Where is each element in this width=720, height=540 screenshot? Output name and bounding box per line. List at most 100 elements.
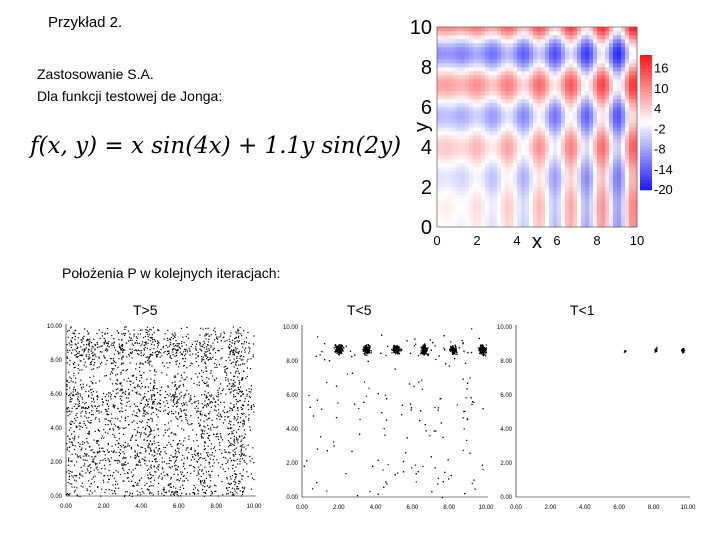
heatmap-cell bbox=[605, 43, 610, 48]
heatmap-cell bbox=[617, 135, 622, 140]
heatmap-cell bbox=[493, 187, 498, 192]
scatter-point bbox=[79, 384, 82, 386]
heatmap-cell bbox=[473, 147, 478, 152]
scatter-point bbox=[186, 404, 188, 406]
scatter-point bbox=[233, 459, 235, 461]
heatmap-cell bbox=[449, 167, 454, 172]
heatmap-cell bbox=[529, 199, 534, 204]
scatter-point bbox=[88, 354, 90, 356]
scatter-point bbox=[171, 395, 174, 397]
heatmap-cell bbox=[481, 171, 486, 176]
heatmap-cell bbox=[581, 179, 586, 184]
scatter-point bbox=[236, 486, 238, 488]
scatter-point bbox=[122, 451, 124, 453]
heatmap-cell bbox=[589, 115, 594, 120]
scatter-point bbox=[183, 395, 185, 397]
scatter-point bbox=[91, 342, 93, 344]
scatter-point bbox=[209, 480, 212, 482]
heatmap-cell bbox=[461, 67, 466, 72]
heatmap-cell bbox=[557, 71, 562, 76]
heatmap-cell bbox=[577, 167, 582, 172]
scatter-point bbox=[145, 329, 147, 331]
heatmap-cell bbox=[605, 63, 610, 68]
heatmap-cell bbox=[561, 135, 566, 140]
heatmap-cell bbox=[505, 63, 510, 68]
heatmap-cell bbox=[489, 151, 494, 156]
scatter-point bbox=[248, 346, 250, 348]
scatter-point bbox=[233, 424, 235, 426]
scatter-point bbox=[166, 393, 168, 396]
scatter-point bbox=[152, 394, 154, 396]
scatter-point bbox=[216, 414, 218, 416]
scatter-point bbox=[236, 400, 238, 402]
heatmap-cell bbox=[473, 43, 478, 48]
heatmap-cell bbox=[485, 139, 490, 144]
heatmap-cell bbox=[569, 115, 574, 120]
heatmap-cell bbox=[537, 151, 542, 156]
heatmap-cell bbox=[441, 103, 446, 108]
scatter-point bbox=[217, 338, 219, 340]
scatter-point bbox=[67, 447, 69, 449]
scatter-point bbox=[186, 458, 188, 460]
heatmap-cell bbox=[557, 179, 562, 184]
scatter-point bbox=[202, 407, 204, 409]
scatter-point bbox=[143, 372, 145, 374]
heatmap-cell bbox=[597, 215, 602, 220]
heatmap-cell bbox=[493, 111, 498, 116]
scatter-point bbox=[95, 467, 97, 469]
scatter-point bbox=[96, 395, 98, 397]
heatmap-cell bbox=[517, 79, 522, 84]
scatter-point bbox=[204, 442, 206, 444]
heatmap-cell bbox=[449, 175, 454, 180]
heatmap-cell bbox=[557, 159, 562, 164]
heatmap-cell bbox=[477, 27, 482, 32]
scatter-point bbox=[69, 344, 71, 346]
scatter-point bbox=[71, 486, 73, 488]
scatter-point bbox=[142, 491, 144, 493]
heatmap-cell bbox=[625, 111, 630, 116]
heatmap-cell bbox=[465, 67, 470, 72]
heatmap-cell bbox=[541, 27, 546, 32]
heatmap-cell bbox=[537, 187, 542, 192]
heatmap-cell bbox=[461, 223, 466, 228]
heatmap-cell bbox=[545, 171, 550, 176]
scatter-point bbox=[83, 335, 85, 337]
scatter-point bbox=[130, 471, 132, 473]
scatter-point bbox=[146, 333, 148, 335]
heatmap-cell bbox=[509, 75, 514, 80]
scatter-point bbox=[182, 484, 184, 486]
heatmap-cell bbox=[625, 143, 630, 148]
scatter-point bbox=[135, 464, 137, 466]
heatmap-cell bbox=[561, 191, 566, 196]
heatmap-cell bbox=[437, 51, 442, 56]
heatmap-cell bbox=[457, 43, 462, 48]
heatmap-cell bbox=[509, 179, 514, 184]
heatmap-cell bbox=[581, 143, 586, 148]
heatmap-cell bbox=[541, 111, 546, 116]
scatter-point bbox=[140, 355, 142, 357]
scatter-point bbox=[93, 401, 95, 403]
heatmap-cell bbox=[617, 179, 622, 184]
heatmap-cell bbox=[601, 187, 606, 192]
heatmap-cell bbox=[585, 147, 590, 152]
heatmap-cell bbox=[545, 219, 550, 224]
scatter-point bbox=[82, 383, 84, 385]
heatmap-cell bbox=[437, 187, 442, 192]
heatmap-cell bbox=[481, 135, 486, 140]
heatmap-cell bbox=[553, 139, 558, 144]
scatter-point bbox=[207, 455, 209, 457]
scatter-point bbox=[213, 347, 215, 349]
heatmap-cell bbox=[437, 179, 442, 184]
scatter-point bbox=[86, 468, 88, 470]
heatmap-cell bbox=[517, 191, 522, 196]
heatmap-cell bbox=[481, 187, 486, 192]
heatmap-cell bbox=[445, 211, 450, 216]
scatter-point bbox=[253, 335, 255, 337]
heatmap-cell bbox=[593, 179, 598, 184]
scatter-point bbox=[119, 346, 122, 348]
heatmap-cell bbox=[461, 139, 466, 144]
heatmap-cell bbox=[597, 119, 602, 124]
scatter-point bbox=[204, 479, 206, 481]
heatmap-cell bbox=[489, 171, 494, 176]
heatmap-cell bbox=[449, 191, 454, 196]
